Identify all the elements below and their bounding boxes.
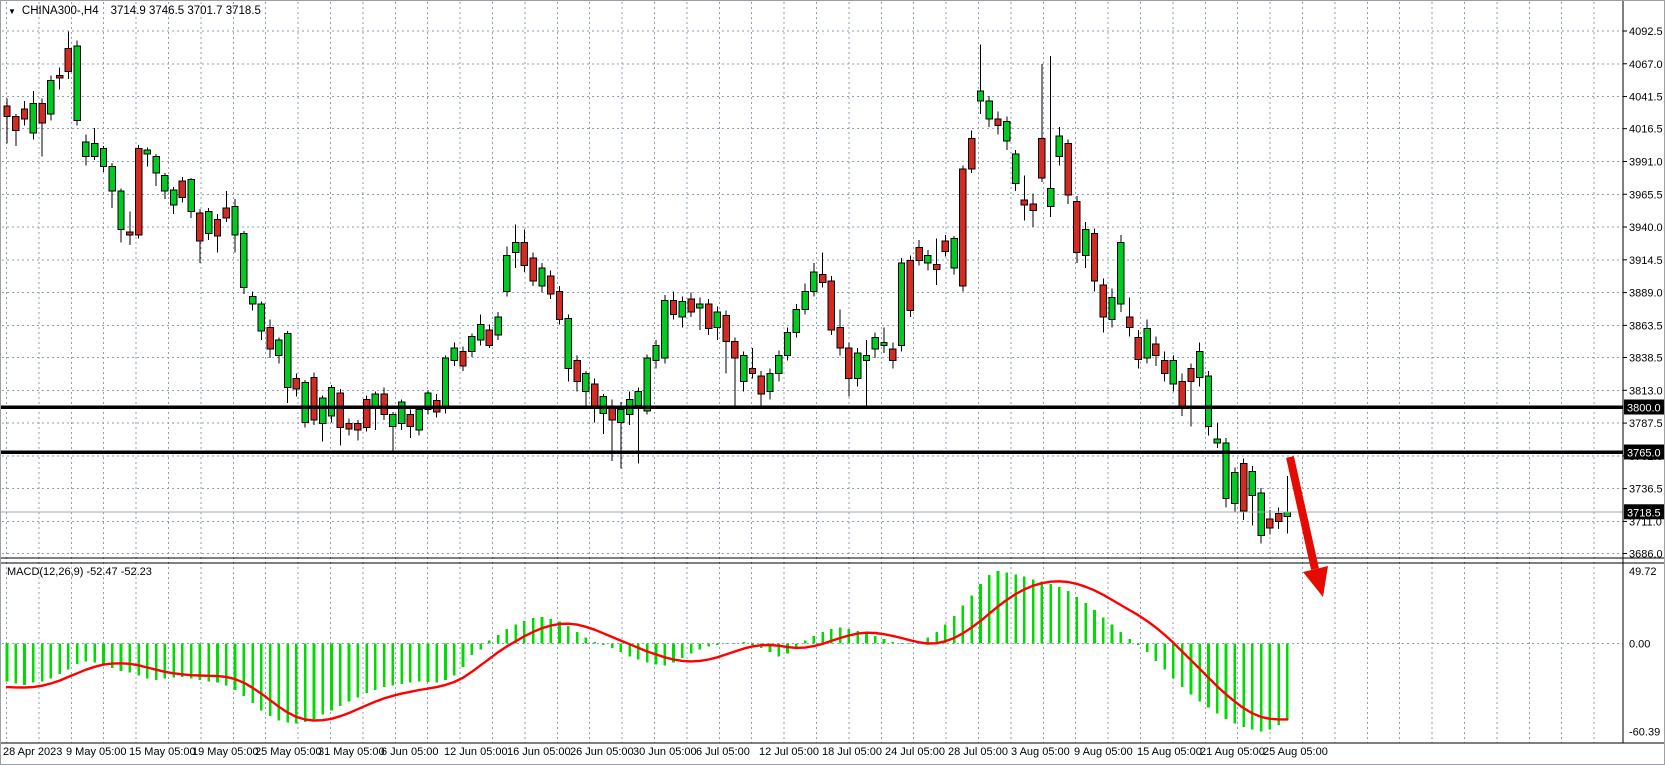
svg-text:3813.0: 3813.0 xyxy=(1629,385,1663,397)
svg-text:28 Jul 05:00: 28 Jul 05:00 xyxy=(948,746,1008,758)
svg-text:49.72: 49.72 xyxy=(1629,566,1657,578)
svg-text:12 Jun 05:00: 12 Jun 05:00 xyxy=(444,746,508,758)
svg-text:3800.0: 3800.0 xyxy=(1627,403,1661,415)
svg-text:3991.0: 3991.0 xyxy=(1629,156,1663,168)
svg-text:6 Jul 05:00: 6 Jul 05:00 xyxy=(696,746,750,758)
macd-histogram xyxy=(5,571,1289,732)
svg-text:4092.5: 4092.5 xyxy=(1629,26,1663,38)
svg-text:-60.39: -60.39 xyxy=(1629,726,1660,738)
svg-text:24 Jul 05:00: 24 Jul 05:00 xyxy=(885,746,945,758)
macd-scale[interactable]: 49.72 0.00 -60.39 xyxy=(1629,566,1660,738)
macd-signal-line xyxy=(5,580,1289,722)
symbol-period-label: CHINA300-,H4 xyxy=(21,5,99,17)
svg-text:3914.5: 3914.5 xyxy=(1629,255,1663,267)
svg-text:3765.0: 3765.0 xyxy=(1627,448,1661,460)
svg-text:6 Jun 05:00: 6 Jun 05:00 xyxy=(381,746,439,758)
svg-text:31 May 05:00: 31 May 05:00 xyxy=(318,746,385,758)
svg-text:25 May 05:00: 25 May 05:00 xyxy=(255,746,322,758)
symbol-dropdown-icon[interactable]: ▼ xyxy=(8,6,16,16)
svg-text:3787.5: 3787.5 xyxy=(1629,418,1663,430)
chart-title: ▼ CHINA300-,H4 3714.9 3746.5 3701.7 3718… xyxy=(8,5,261,17)
macd-indicator-label: MACD(12,26,9) -52.47 -52.23 xyxy=(7,566,152,578)
svg-text:21 Aug 05:00: 21 Aug 05:00 xyxy=(1200,746,1265,758)
panel-borders xyxy=(1,1,1664,744)
svg-text:3965.5: 3965.5 xyxy=(1629,189,1663,201)
svg-text:4067.0: 4067.0 xyxy=(1629,59,1663,71)
svg-text:4041.5: 4041.5 xyxy=(1629,92,1663,104)
svg-text:30 Jun 05:00: 30 Jun 05:00 xyxy=(633,746,697,758)
price-axis[interactable]: 4092.5 4067.0 4041.5 4016.5 3991.0 3965.5 3940… xyxy=(1623,26,1665,561)
svg-text:16 Jun 05:00: 16 Jun 05:00 xyxy=(507,746,571,758)
svg-text:18 Jul 05:00: 18 Jul 05:00 xyxy=(822,746,882,758)
candlestick-series xyxy=(3,31,1292,544)
svg-text:19 May 05:00: 19 May 05:00 xyxy=(192,746,259,758)
svg-text:28 Apr 2023: 28 Apr 2023 xyxy=(3,746,62,758)
svg-text:3718.5: 3718.5 xyxy=(1627,507,1661,519)
ohlc-values: 3714.9 3746.5 3701.7 3718.5 xyxy=(110,5,261,17)
svg-text:9 Aug 05:00: 9 Aug 05:00 xyxy=(1074,746,1133,758)
svg-text:25 Aug 05:00: 25 Aug 05:00 xyxy=(1263,746,1328,758)
svg-text:3 Aug 05:00: 3 Aug 05:00 xyxy=(1011,746,1070,758)
trend-arrow[interactable] xyxy=(1286,456,1328,597)
svg-text:0.00: 0.00 xyxy=(1629,639,1650,651)
grid-lines xyxy=(2,2,1623,743)
svg-text:3863.5: 3863.5 xyxy=(1629,320,1663,332)
svg-text:4016.5: 4016.5 xyxy=(1629,124,1663,136)
svg-text:12 Jul 05:00: 12 Jul 05:00 xyxy=(759,746,819,758)
svg-text:15 Aug 05:00: 15 Aug 05:00 xyxy=(1137,746,1202,758)
svg-text:3736.5: 3736.5 xyxy=(1629,484,1663,496)
svg-text:15 May 05:00: 15 May 05:00 xyxy=(129,746,196,758)
svg-text:26 Jun 05:00: 26 Jun 05:00 xyxy=(570,746,634,758)
svg-text:3838.5: 3838.5 xyxy=(1629,353,1663,365)
svg-text:3889.0: 3889.0 xyxy=(1629,288,1663,300)
svg-text:9 May 05:00: 9 May 05:00 xyxy=(66,746,127,758)
horizontal-price-lines[interactable] xyxy=(1,405,1623,454)
svg-text:3686.0: 3686.0 xyxy=(1629,549,1663,561)
svg-text:3940.0: 3940.0 xyxy=(1629,222,1663,234)
svg-text:3711.0: 3711.0 xyxy=(1629,516,1662,528)
